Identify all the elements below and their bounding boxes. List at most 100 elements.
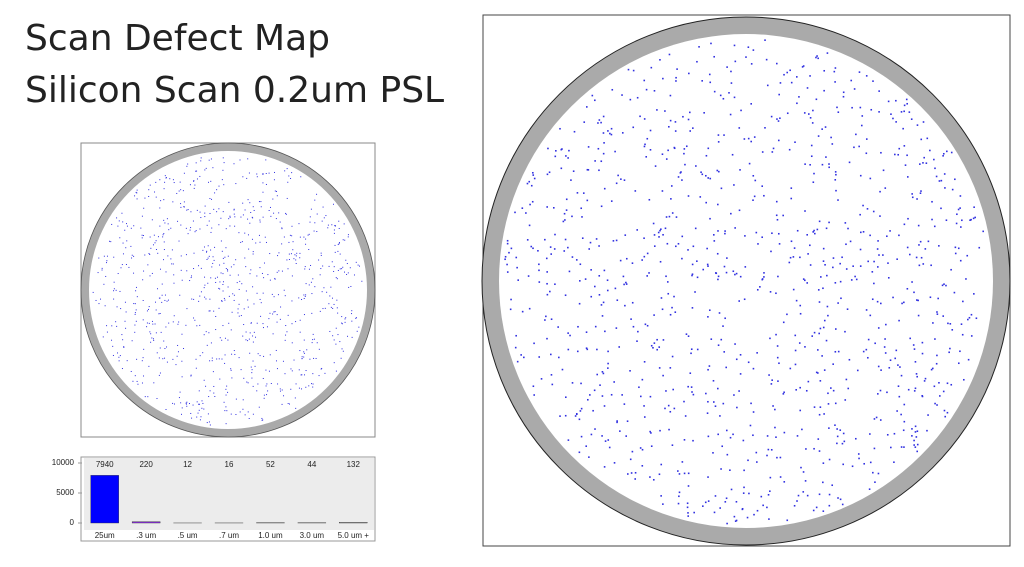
defect-dot [719, 312, 721, 314]
defect-dot [303, 357, 304, 358]
defect-dot [228, 323, 229, 324]
defect-dot [207, 225, 208, 226]
defect-dot [255, 337, 256, 338]
defect-dot [201, 157, 202, 158]
defect-dot [916, 257, 918, 259]
defect-dot [769, 338, 771, 340]
defect-dot [688, 473, 690, 475]
defect-dot [337, 307, 338, 308]
defect-dot [149, 323, 150, 324]
defect-dot [567, 157, 569, 159]
defect-dot [546, 206, 548, 208]
defect-dot [850, 80, 852, 82]
defect-dot [244, 258, 245, 259]
defect-dot [147, 264, 148, 265]
defect-dot [164, 188, 165, 189]
defect-dot [193, 181, 194, 182]
defect-dot [602, 395, 604, 397]
defect-dot [186, 254, 187, 255]
defect-dot [123, 346, 124, 347]
defect-dot [196, 171, 197, 172]
defect-dot [246, 382, 247, 383]
defect-dot [211, 266, 212, 267]
defect-dot [770, 251, 772, 253]
defect-dot [163, 341, 164, 342]
defect-dot [294, 360, 295, 361]
defect-dot [923, 157, 925, 159]
defect-dot [600, 122, 602, 124]
defect-dot [116, 217, 117, 218]
defect-dot [222, 179, 223, 180]
defect-dot [570, 179, 572, 181]
defect-dot [845, 222, 847, 224]
defect-dot [287, 182, 288, 183]
defect-dot [675, 121, 677, 123]
defect-dot [616, 422, 618, 424]
defect-dot [105, 276, 106, 277]
defect-dot [534, 178, 536, 180]
defect-dot [752, 199, 754, 201]
defect-dot [811, 145, 813, 147]
defect-dot [329, 295, 330, 296]
defect-dot [261, 418, 262, 419]
defect-dot [145, 396, 146, 397]
defect-dot [733, 184, 735, 186]
defect-dot [823, 462, 825, 464]
defect-dot [291, 172, 292, 173]
defect-dot [706, 248, 708, 250]
defect-dot [662, 308, 664, 310]
defect-dot [287, 198, 288, 199]
defect-dot [555, 150, 557, 152]
defect-dot [507, 271, 509, 273]
defect-dot [726, 66, 728, 68]
defect-dot [670, 198, 672, 200]
defect-dot [918, 225, 920, 227]
defect-dot [280, 307, 281, 308]
defect-dot [550, 253, 552, 255]
defect-dot [730, 213, 732, 215]
defect-dot [860, 175, 862, 177]
defect-dot [348, 234, 349, 235]
defect-dot [221, 272, 222, 273]
defect-dot [661, 297, 663, 299]
defect-dot [180, 182, 181, 183]
defect-dot [904, 224, 906, 226]
defect-dot [902, 128, 904, 130]
defect-dot [132, 255, 133, 256]
defect-dot [658, 346, 660, 348]
defect-dot [274, 296, 275, 297]
defect-dot [254, 332, 255, 333]
defect-dot [224, 410, 225, 411]
defect-dot [637, 331, 639, 333]
defect-dot [295, 397, 296, 398]
defect-dot [666, 216, 668, 218]
defect-dot [282, 271, 283, 272]
defect-dot [356, 262, 357, 263]
defect-dot [730, 114, 732, 116]
defect-dot [650, 130, 652, 132]
defect-dot [950, 323, 952, 325]
defect-dot [812, 122, 814, 124]
defect-dot [309, 284, 310, 285]
y-tick-label: 5000 [56, 488, 74, 497]
defect-dot [198, 265, 199, 266]
defect-dot [728, 92, 730, 94]
defect-dot [216, 358, 217, 359]
defect-dot [109, 241, 110, 242]
defect-dot [863, 231, 865, 233]
defect-dot [345, 318, 346, 319]
defect-dot [762, 505, 764, 507]
defect-dot [911, 118, 913, 120]
defect-dot [568, 349, 570, 351]
defect-dot [234, 354, 235, 355]
defect-dot [111, 325, 112, 326]
defect-dot [126, 311, 127, 312]
defect-dot [324, 217, 325, 218]
defect-dot [937, 298, 939, 300]
defect-dot [142, 360, 143, 361]
defect-dot [287, 168, 288, 169]
defect-dot [672, 356, 674, 358]
defect-dot [222, 170, 223, 171]
defect-dot [719, 415, 721, 417]
defect-dot [210, 277, 211, 278]
